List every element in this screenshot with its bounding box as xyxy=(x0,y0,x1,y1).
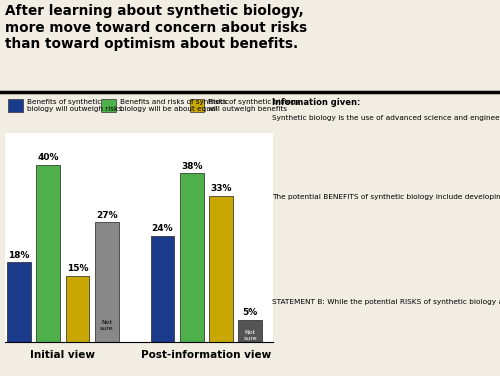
Bar xyxy=(95,222,118,342)
Bar xyxy=(180,173,204,342)
Text: 15%: 15% xyxy=(66,264,88,273)
Bar xyxy=(66,276,90,342)
Text: 38%: 38% xyxy=(181,162,203,171)
Text: 40%: 40% xyxy=(38,153,59,162)
Text: STATEMENT B: While the potential RISKS of synthetic biology are not known, there: STATEMENT B: While the potential RISKS o… xyxy=(272,299,500,305)
Bar xyxy=(36,165,60,342)
Text: Not
sure: Not sure xyxy=(100,320,114,331)
Bar xyxy=(209,196,233,342)
Bar xyxy=(190,99,204,112)
Bar xyxy=(238,320,262,342)
Text: 5%: 5% xyxy=(242,308,258,317)
Bar xyxy=(102,99,116,112)
Text: The potential BENEFITS of synthetic biology include developing new microorganism: The potential BENEFITS of synthetic biol… xyxy=(272,194,500,200)
Text: Risks of synthetic biology
will outweigh benefits: Risks of synthetic biology will outweigh… xyxy=(208,99,300,112)
Text: Information given:: Information given: xyxy=(272,98,361,107)
Bar xyxy=(150,236,174,342)
Text: After learning about synthetic biology,
more move toward concern about risks
tha: After learning about synthetic biology, … xyxy=(5,4,307,51)
Text: 24%: 24% xyxy=(152,224,173,233)
Text: Synthetic biology is the use of advanced science and engineering to make or rede: Synthetic biology is the use of advanced… xyxy=(272,115,500,121)
Bar xyxy=(7,262,31,342)
Text: Not
sure: Not sure xyxy=(244,330,257,341)
Bar xyxy=(8,99,22,112)
Text: 27%: 27% xyxy=(96,211,118,220)
Text: 18%: 18% xyxy=(8,250,30,259)
Text: 33%: 33% xyxy=(210,184,232,193)
Text: Benefits and risks of synthetic
biology will be about equal: Benefits and risks of synthetic biology … xyxy=(120,99,229,112)
Text: Benefits of synthetic
biology will outweigh risks: Benefits of synthetic biology will outwe… xyxy=(26,99,122,112)
